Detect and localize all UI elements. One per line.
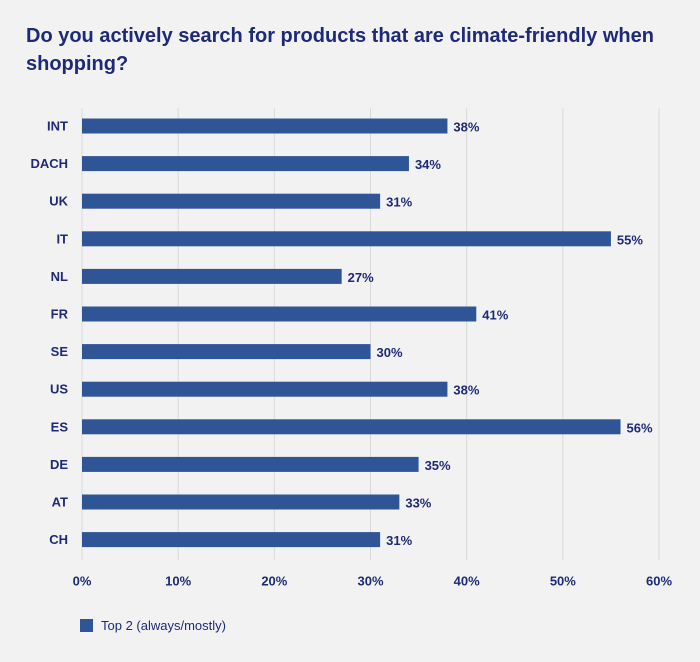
x-tick-label: 50% <box>550 574 576 589</box>
data-label: 33% <box>405 496 431 511</box>
data-label: 38% <box>453 383 479 398</box>
x-tick-label: 40% <box>454 574 480 589</box>
category-label: SE <box>51 344 69 359</box>
legend: Top 2 (always/mostly) <box>80 618 226 633</box>
data-label: 35% <box>425 458 451 473</box>
x-tick-label: 10% <box>165 574 191 589</box>
bar <box>82 231 611 247</box>
bar <box>82 419 621 435</box>
data-label: 31% <box>386 195 412 210</box>
category-label: INT <box>47 119 68 134</box>
labels: 0% 10% 20% 30% 40% 50% 60% INT 38% DACH 34% UK 31% IT… <box>30 119 672 589</box>
bar <box>82 494 400 510</box>
data-label: 56% <box>627 420 653 435</box>
bars <box>82 118 621 548</box>
data-label: 27% <box>348 270 374 285</box>
x-tick-label: 30% <box>357 574 383 589</box>
category-label: ES <box>51 419 69 434</box>
category-label: US <box>50 382 68 397</box>
chart-title: Do you actively search for products that… <box>26 25 654 75</box>
category-label: FR <box>51 307 69 322</box>
category-label: UK <box>49 194 68 209</box>
category-label: DACH <box>30 156 68 171</box>
data-label: 30% <box>377 345 403 360</box>
x-tick-label: 0% <box>73 574 92 589</box>
data-label: 38% <box>453 120 479 135</box>
bar <box>82 344 371 360</box>
data-label: 41% <box>482 308 508 323</box>
bar <box>82 193 381 209</box>
data-label: 31% <box>386 533 412 548</box>
bar <box>82 532 381 548</box>
bar <box>82 456 419 472</box>
category-label: NL <box>51 269 68 284</box>
legend-swatch <box>80 619 93 632</box>
bar <box>82 156 409 172</box>
gridlines <box>81 108 660 560</box>
data-label: 55% <box>617 232 643 247</box>
category-label: CH <box>49 532 68 547</box>
bar <box>82 381 448 397</box>
x-tick-label: 60% <box>646 574 672 589</box>
bar <box>82 268 342 284</box>
bar <box>82 118 448 134</box>
category-label: IT <box>56 231 68 246</box>
data-label: 34% <box>415 157 441 172</box>
category-label: DE <box>50 457 68 472</box>
bar <box>82 306 477 322</box>
x-tick-label: 20% <box>261 574 287 589</box>
legend-label: Top 2 (always/mostly) <box>101 618 226 633</box>
category-label: AT <box>52 495 68 510</box>
